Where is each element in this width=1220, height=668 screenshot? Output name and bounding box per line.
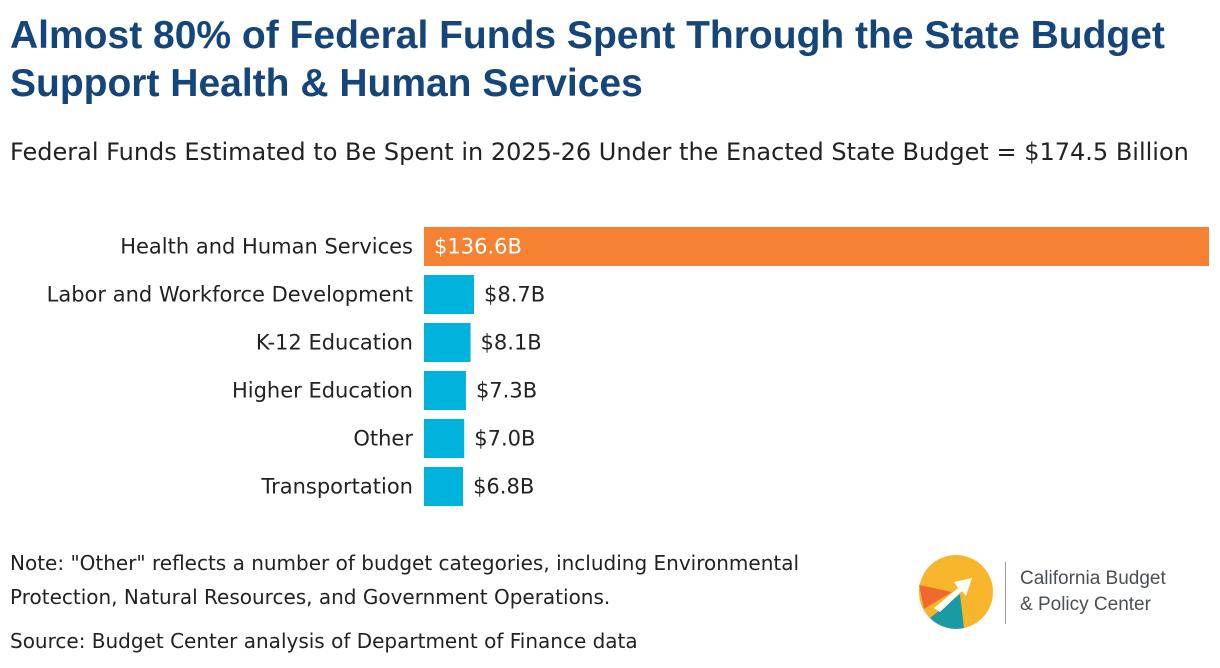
category-label-transportation: Transportation [260, 475, 413, 499]
value-label-other: $7.0B [474, 427, 535, 451]
value-label-health-and-human-services: $136.6B [434, 235, 522, 259]
logo-wedge-teal [930, 594, 964, 629]
bar-health-and-human-services [424, 227, 1209, 266]
bar-k-12-education [424, 323, 471, 362]
value-label-labor-and-workforce-development: $8.7B [484, 283, 545, 307]
organization-logo: California Budget & Policy Center [916, 552, 1216, 632]
bar-labor-and-workforce-development [424, 275, 474, 314]
category-label-higher-education: Higher Education [232, 379, 413, 403]
category-label-other: Other [353, 427, 413, 451]
category-label-k-12-education: K-12 Education [256, 331, 413, 355]
chart-subtitle: Federal Funds Estimated to Be Spent in 2… [10, 138, 1189, 166]
bar-chart: Health and Human Services $136.6B Labor an… [47, 227, 1209, 506]
value-label-higher-education: $7.3B [476, 379, 537, 403]
logo-text: California Budget & Policy Center [1020, 566, 1220, 618]
bar-higher-education [424, 371, 466, 410]
bar-transportation [424, 467, 464, 506]
category-label-labor-and-workforce-development: Labor and Workforce Development [47, 283, 413, 307]
value-label-k-12-education: $8.1B [481, 331, 542, 355]
logo-text-line1: California Budget [1020, 568, 1166, 589]
chart-note: Note: "Other" reflects a number of budge… [10, 551, 800, 609]
logo-mark-icon [919, 555, 993, 629]
logo-text-line2: & Policy Center [1020, 594, 1151, 615]
chart-source: Source: Budget Center analysis of Depart… [10, 629, 638, 653]
category-label-health-and-human-services: Health and Human Services [120, 235, 413, 259]
value-label-transportation: $6.8B [473, 475, 534, 499]
logo-arrow-white [934, 578, 972, 612]
chart-title: Almost 80% of Federal Funds Spent Throug… [10, 14, 1165, 105]
logo-divider [1005, 562, 1006, 624]
bar-other [424, 419, 465, 458]
logo-wedge-orange [919, 585, 952, 609]
